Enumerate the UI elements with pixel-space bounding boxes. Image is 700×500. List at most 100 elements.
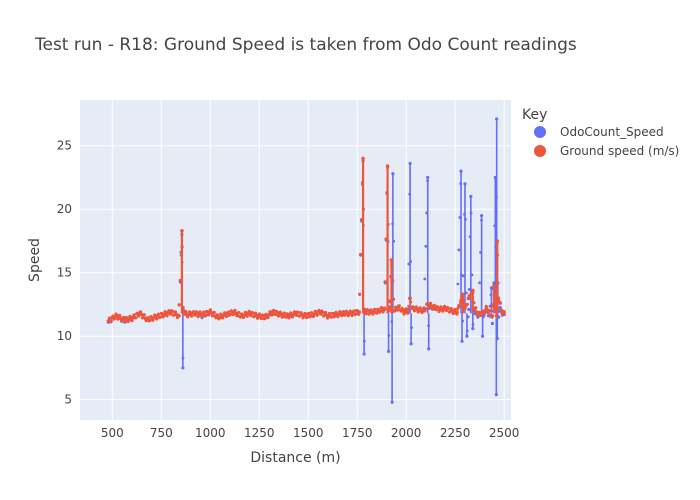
data-point xyxy=(251,311,255,315)
data-point xyxy=(390,320,394,324)
data-point xyxy=(388,299,392,303)
data-point xyxy=(111,314,115,318)
data-point xyxy=(462,274,465,278)
series-ground-speed xyxy=(106,156,506,323)
data-point xyxy=(459,182,463,186)
data-point xyxy=(427,324,430,327)
data-point xyxy=(247,311,252,316)
data-point xyxy=(387,334,391,337)
data-point xyxy=(385,164,390,168)
data-point xyxy=(424,244,428,248)
legend-marker-ground-speed xyxy=(534,145,546,157)
data-point xyxy=(386,222,390,226)
data-point xyxy=(488,309,492,313)
data-point xyxy=(460,339,464,343)
data-point xyxy=(456,306,460,311)
data-point xyxy=(391,172,395,176)
y-tick-label: 20 xyxy=(57,202,72,216)
data-point xyxy=(318,310,322,314)
data-point xyxy=(181,366,185,370)
data-point xyxy=(478,281,481,285)
data-point xyxy=(391,222,395,226)
data-point xyxy=(383,280,387,284)
data-point xyxy=(480,218,483,222)
data-point xyxy=(352,309,356,313)
data-point xyxy=(489,286,493,290)
data-point xyxy=(179,250,183,254)
plot-area xyxy=(80,100,511,420)
data-point xyxy=(226,310,230,314)
data-point xyxy=(425,302,430,307)
data-point xyxy=(402,310,407,314)
data-point xyxy=(441,309,445,313)
data-point xyxy=(232,310,236,314)
data-point xyxy=(492,281,496,285)
y-axis-title: Speed xyxy=(27,238,43,282)
data-point xyxy=(468,235,472,239)
data-point xyxy=(492,287,496,291)
data-point xyxy=(329,315,333,319)
data-point xyxy=(354,312,358,316)
data-point xyxy=(305,316,309,320)
data-point xyxy=(392,297,396,301)
data-point xyxy=(341,311,346,316)
data-point xyxy=(180,245,184,249)
data-point xyxy=(302,314,307,318)
legend-label-ground-speed: Ground speed (m/s) xyxy=(560,144,679,158)
data-point xyxy=(386,309,391,313)
data-point xyxy=(473,306,477,311)
data-point xyxy=(235,314,239,318)
data-point xyxy=(266,315,270,320)
data-point xyxy=(395,308,399,312)
legend-item-odocount-speed[interactable]: OdoCount_Speed xyxy=(534,125,664,139)
data-point xyxy=(484,306,489,311)
data-point xyxy=(200,312,205,317)
data-point xyxy=(407,262,411,266)
x-tick-label: 1000 xyxy=(195,426,226,440)
data-point xyxy=(387,349,391,353)
x-tick-label: 1250 xyxy=(244,426,275,440)
data-point xyxy=(122,317,126,322)
data-point xyxy=(362,352,366,356)
data-point xyxy=(349,311,354,316)
data-point xyxy=(228,312,232,317)
data-point xyxy=(426,179,429,183)
data-point xyxy=(492,283,496,288)
data-point xyxy=(408,161,412,166)
data-point xyxy=(106,319,111,323)
data-point xyxy=(456,282,460,286)
x-tick-labels: 500 750 1000 1250 1500 1750 2000 2250 2500 xyxy=(101,426,520,440)
data-point xyxy=(387,305,392,309)
data-point xyxy=(464,218,467,221)
data-point xyxy=(158,315,162,319)
data-point xyxy=(471,327,475,331)
data-point xyxy=(453,307,457,311)
data-point xyxy=(389,258,394,262)
y-tick-label: 5 xyxy=(64,393,72,407)
data-point xyxy=(358,292,362,296)
data-point xyxy=(360,181,365,185)
data-point xyxy=(270,313,274,317)
data-point xyxy=(130,316,134,321)
y-tick-labels: 5 10 15 20 25 xyxy=(57,139,72,407)
data-point xyxy=(428,301,433,305)
data-point xyxy=(185,312,189,317)
data-point xyxy=(409,300,413,304)
legend: Key OdoCount_Speed Ground speed (m/s) xyxy=(522,107,679,158)
data-point xyxy=(409,342,413,346)
data-point xyxy=(109,319,113,323)
data-point xyxy=(198,310,202,314)
data-point xyxy=(321,310,325,314)
data-point xyxy=(455,310,459,314)
data-point xyxy=(282,311,286,315)
data-point xyxy=(315,313,319,317)
data-point xyxy=(423,277,427,281)
data-point xyxy=(177,303,181,307)
data-point xyxy=(488,304,492,308)
data-point xyxy=(237,310,241,315)
legend-item-ground-speed[interactable]: Ground speed (m/s) xyxy=(534,144,679,158)
data-point xyxy=(286,314,291,318)
series-layer xyxy=(106,117,506,404)
data-point xyxy=(173,310,178,314)
data-point xyxy=(363,310,367,314)
